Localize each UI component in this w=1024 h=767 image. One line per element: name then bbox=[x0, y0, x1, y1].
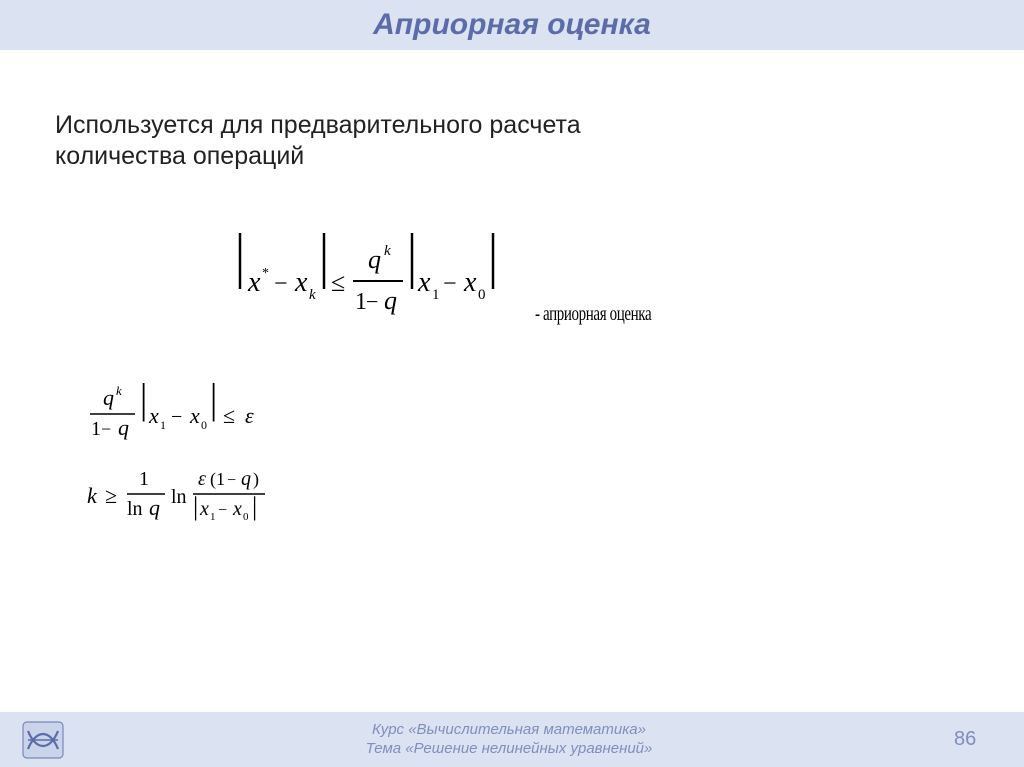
svg-text:q: q bbox=[118, 415, 129, 440]
svg-text:q: q bbox=[241, 468, 251, 490]
svg-text:−: − bbox=[171, 406, 182, 428]
footer-line1: Курс «Вычислительная математика» bbox=[64, 721, 954, 740]
svg-text:x: x bbox=[294, 267, 308, 298]
svg-text:−: − bbox=[366, 289, 378, 314]
svg-text:x: x bbox=[148, 403, 159, 428]
svg-text:1: 1 bbox=[91, 418, 101, 440]
svg-text:q: q bbox=[103, 385, 114, 410]
svg-text:ln: ln bbox=[171, 486, 187, 508]
svg-text:≤: ≤ bbox=[223, 403, 235, 428]
svg-text:0: 0 bbox=[201, 418, 207, 432]
svg-text:q: q bbox=[149, 495, 160, 520]
svg-text:ε: ε bbox=[198, 468, 206, 490]
svg-text:|: | bbox=[193, 492, 198, 521]
title-bar: Априорная оценка bbox=[0, 0, 1024, 50]
svg-text:−: − bbox=[218, 502, 227, 519]
svg-text:x: x bbox=[189, 403, 200, 428]
footer-line2: Тема «Решение нелинейных уравнений» bbox=[64, 740, 954, 759]
footer-logo-icon bbox=[22, 721, 64, 759]
slide-title: Априорная оценка bbox=[373, 8, 651, 42]
svg-text:≥: ≥ bbox=[105, 483, 117, 508]
svg-text:k: k bbox=[116, 383, 122, 398]
svg-text:x: x bbox=[417, 267, 431, 298]
svg-text:*: * bbox=[262, 266, 269, 281]
svg-text:−: − bbox=[274, 271, 288, 297]
svg-text:−: − bbox=[227, 472, 236, 489]
svg-text:): ) bbox=[253, 469, 259, 490]
svg-text:|: | bbox=[235, 233, 245, 290]
body-text: Используется для предварительного расчет… bbox=[55, 110, 969, 173]
svg-text:1: 1 bbox=[139, 468, 149, 490]
svg-text:x: x bbox=[247, 267, 261, 298]
svg-text:q: q bbox=[368, 245, 381, 274]
svg-text:x: x bbox=[199, 498, 209, 520]
svg-text:|: | bbox=[210, 383, 217, 422]
svg-text:|: | bbox=[407, 233, 417, 290]
formula-1-block: | x * − x k | ≤ q k 1 − q bbox=[235, 233, 969, 328]
svg-text:|: | bbox=[252, 492, 257, 521]
svg-text:ln: ln bbox=[127, 498, 143, 520]
svg-text:|: | bbox=[319, 233, 329, 290]
svg-text:k: k bbox=[87, 483, 98, 508]
svg-text:−: − bbox=[443, 271, 457, 297]
svg-text:k: k bbox=[309, 287, 316, 303]
svg-text:(1: (1 bbox=[210, 469, 225, 490]
svg-text:ε: ε bbox=[245, 403, 254, 428]
svg-text:0: 0 bbox=[243, 511, 249, 523]
formula-1-caption: - априорная оценка bbox=[535, 303, 651, 326]
footer: Курс «Вычислительная математика» Тема «Р… bbox=[0, 712, 1024, 767]
svg-text:k: k bbox=[384, 243, 391, 259]
svg-text:1: 1 bbox=[210, 511, 216, 523]
formula-2: q k 1 − q | x 1 − x 0 | ≤ ε bbox=[85, 383, 969, 445]
svg-text:|: | bbox=[488, 233, 498, 290]
svg-text:x: x bbox=[463, 267, 477, 298]
footer-page-number: 86 bbox=[954, 728, 1024, 751]
footer-center: Курс «Вычислительная математика» Тема «Р… bbox=[64, 721, 954, 759]
body-area: Используется для предварительного расчет… bbox=[0, 50, 1024, 525]
svg-text:≤: ≤ bbox=[331, 268, 345, 297]
svg-text:|: | bbox=[140, 383, 147, 422]
svg-text:1: 1 bbox=[160, 418, 166, 432]
svg-text:x: x bbox=[232, 498, 242, 520]
svg-text:q: q bbox=[384, 286, 397, 315]
svg-text:0: 0 bbox=[478, 287, 486, 303]
svg-text:1: 1 bbox=[432, 287, 440, 303]
formula-3: k ≥ 1 ln q ln ε (1 − q ) | bbox=[85, 463, 969, 525]
svg-text:−: − bbox=[101, 419, 111, 439]
